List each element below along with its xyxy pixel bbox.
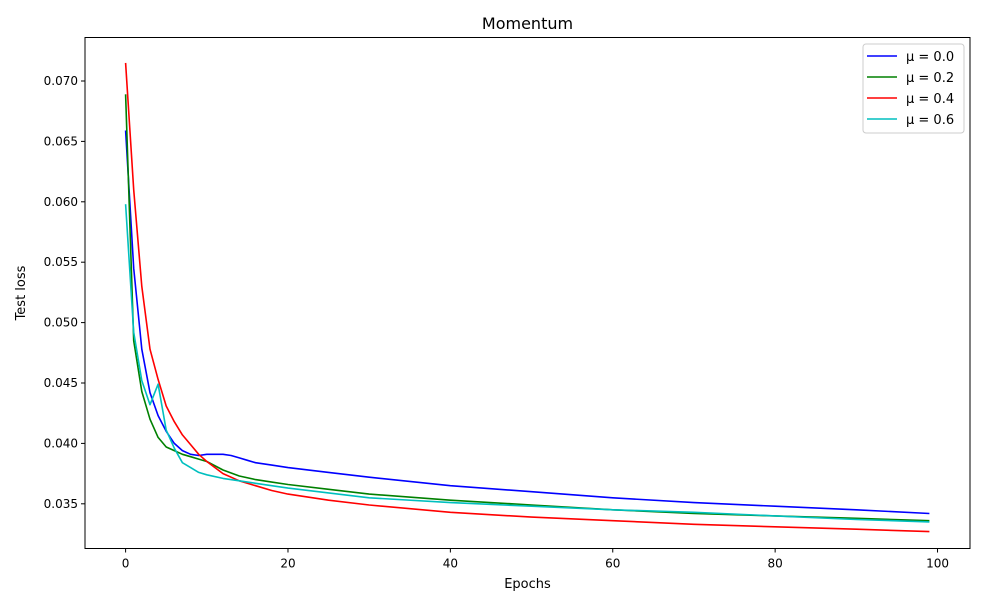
legend-label: μ = 0.4 xyxy=(906,92,954,107)
y-tick-label: 0.070 xyxy=(44,74,78,88)
y-tick-label: 0.050 xyxy=(44,316,78,330)
legend-label: μ = 0.2 xyxy=(906,71,954,86)
x-tick-label: 20 xyxy=(280,557,295,571)
x-tick-label: 80 xyxy=(767,557,782,571)
y-tick-label: 0.065 xyxy=(44,134,78,148)
x-tick-label: 60 xyxy=(605,557,620,571)
legend: μ = 0.0 μ = 0.2 μ = 0.4 μ = 0.6 xyxy=(863,44,964,133)
y-tick-label: 0.055 xyxy=(44,255,78,269)
y-tick-label: 0.060 xyxy=(44,195,78,209)
x-axis-label: Epochs xyxy=(504,577,551,592)
y-tick-label: 0.045 xyxy=(44,376,78,390)
chart-title: Momentum xyxy=(482,14,573,33)
x-tick-label: 0 xyxy=(122,557,130,571)
y-tick-label: 0.040 xyxy=(44,436,78,450)
y-axis-label: Test loss xyxy=(14,265,29,321)
x-tick-label: 40 xyxy=(443,557,458,571)
legend-label: μ = 0.6 xyxy=(906,113,954,128)
legend-label: μ = 0.0 xyxy=(906,50,954,65)
y-tick-label: 0.035 xyxy=(44,497,78,511)
x-tick-label: 100 xyxy=(926,557,949,571)
